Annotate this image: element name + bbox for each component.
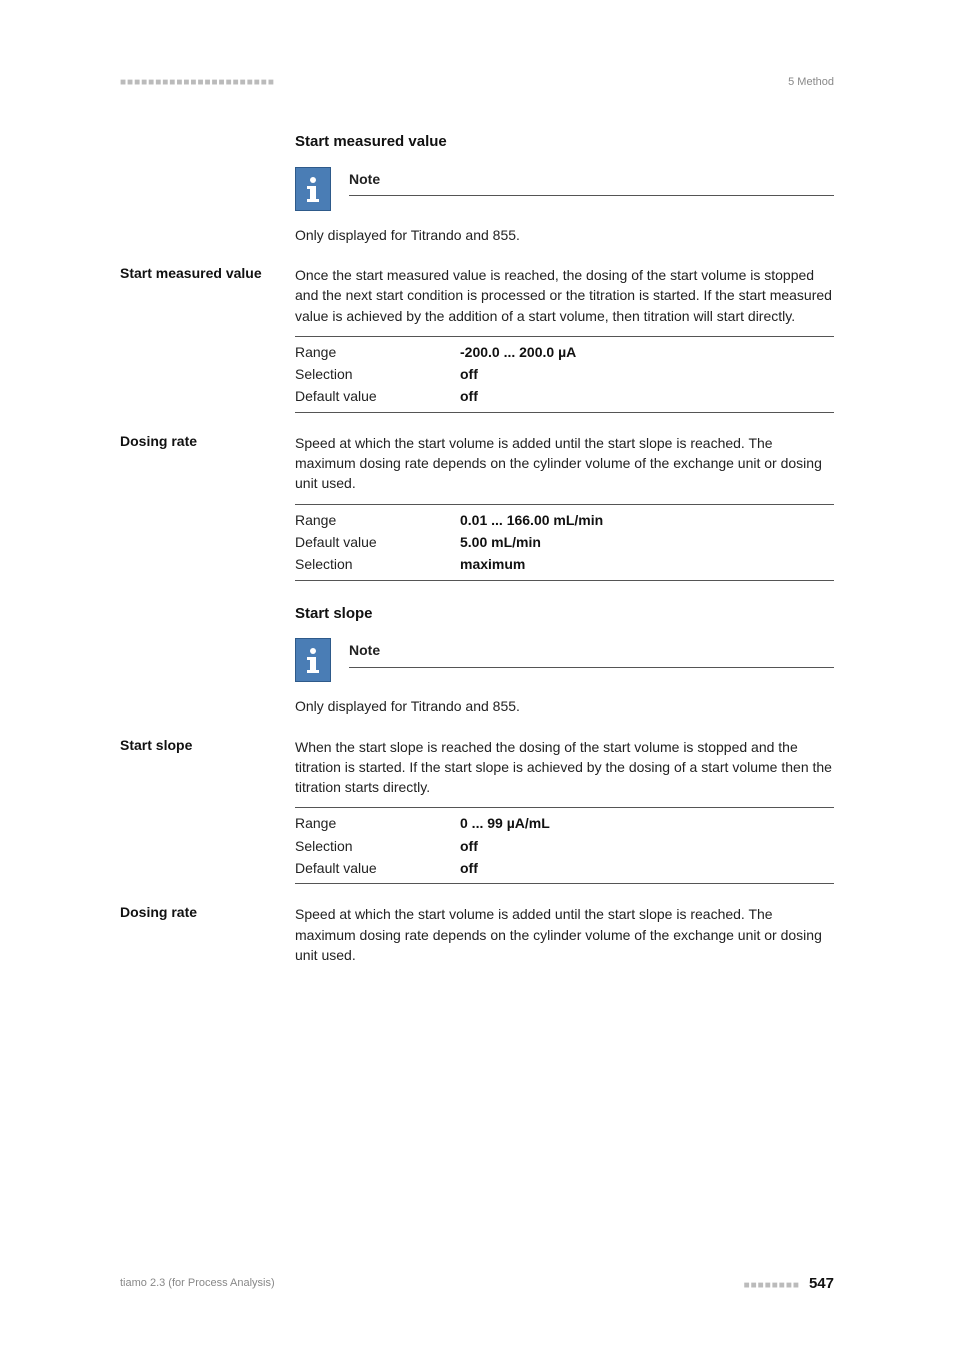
note-block: Note Only displayed for Titrando and 855… [295, 167, 834, 245]
spec-value: off [460, 386, 478, 406]
spec-table: Range 0 ... 99 µA/mL Selection off Defau… [295, 807, 834, 884]
param-label: Dosing rate [120, 902, 295, 922]
spec-value: off [460, 836, 478, 856]
note-title-wrap: Note [331, 167, 834, 211]
spec-label: Default value [295, 858, 460, 878]
param-dosing-rate-1: Dosing rate Speed at which the start vol… [120, 431, 834, 581]
footer-right: ■■■■■■■■ 547 [744, 1273, 834, 1295]
note-head: Note [295, 638, 834, 682]
section-start-slope: Start slope Note Only displayed for Titr… [295, 603, 834, 717]
spec-table: Range 0.01 ... 166.00 mL/min Default val… [295, 504, 834, 581]
footer-product: tiamo 2.3 (for Process Analysis) [120, 1276, 275, 1292]
note-title-wrap: Note [331, 638, 834, 682]
param-content: Speed at which the start volume is added… [295, 902, 834, 975]
spec-row: Default value off [295, 385, 834, 407]
section-start-measured-value: Start measured value Note Only displayed… [295, 131, 834, 245]
spec-row: Range -200.0 ... 200.0 µA [295, 341, 834, 363]
param-label: Dosing rate [120, 431, 295, 451]
note-head: Note [295, 167, 834, 211]
header-ticks: ■■■■■■■■■■■■■■■■■■■■■■ [120, 76, 275, 91]
param-description: Speed at which the start volume is added… [295, 904, 834, 965]
page: ■■■■■■■■■■■■■■■■■■■■■■ 5 Method Start me… [0, 0, 954, 1350]
spec-label: Range [295, 342, 460, 362]
heading-start-measured-value: Start measured value [295, 131, 834, 153]
footer: tiamo 2.3 (for Process Analysis) ■■■■■■■… [120, 1273, 834, 1295]
note-body: Only displayed for Titrando and 855. [295, 696, 834, 716]
note-body: Only displayed for Titrando and 855. [295, 225, 834, 245]
param-label: Start measured value [120, 263, 295, 283]
header-section: 5 Method [788, 75, 834, 91]
spec-label: Range [295, 813, 460, 833]
spec-value: maximum [460, 554, 525, 574]
spec-row: Selection off [295, 363, 834, 385]
info-icon [295, 167, 331, 211]
spec-row: Default value 5.00 mL/min [295, 531, 834, 553]
heading-start-slope: Start slope [295, 603, 834, 625]
note-title: Note [349, 167, 834, 196]
footer-page: 547 [809, 1275, 834, 1292]
param-start-slope: Start slope When the start slope is reac… [120, 735, 834, 885]
spec-label: Selection [295, 364, 460, 384]
spec-row: Range 0.01 ... 166.00 mL/min [295, 509, 834, 531]
param-start-measured-value: Start measured value Once the start meas… [120, 263, 834, 413]
note-block: Note Only displayed for Titrando and 855… [295, 638, 834, 716]
spec-label: Selection [295, 554, 460, 574]
spec-value: 5.00 mL/min [460, 532, 541, 552]
spec-value: off [460, 364, 478, 384]
param-dosing-rate-2: Dosing rate Speed at which the start vol… [120, 902, 834, 975]
param-content: Speed at which the start volume is added… [295, 431, 834, 581]
param-label: Start slope [120, 735, 295, 755]
spec-label: Default value [295, 386, 460, 406]
spec-label: Default value [295, 532, 460, 552]
spec-label: Range [295, 510, 460, 530]
spec-value: 0 ... 99 µA/mL [460, 813, 550, 833]
spec-value: -200.0 ... 200.0 µA [460, 342, 576, 362]
spec-value: off [460, 858, 478, 878]
param-content: Once the start measured value is reached… [295, 263, 834, 413]
spec-row: Selection off [295, 835, 834, 857]
info-icon [295, 638, 331, 682]
note-title: Note [349, 638, 834, 667]
spec-label: Selection [295, 836, 460, 856]
spec-table: Range -200.0 ... 200.0 µA Selection off … [295, 336, 834, 413]
param-description: When the start slope is reached the dosi… [295, 737, 834, 798]
spec-row: Selection maximum [295, 553, 834, 575]
spec-row: Default value off [295, 857, 834, 879]
param-description: Speed at which the start volume is added… [295, 433, 834, 494]
footer-ticks: ■■■■■■■■ [744, 1280, 800, 1291]
spec-row: Range 0 ... 99 µA/mL [295, 812, 834, 834]
header-bar: ■■■■■■■■■■■■■■■■■■■■■■ 5 Method [120, 75, 834, 91]
spec-value: 0.01 ... 166.00 mL/min [460, 510, 603, 530]
param-description: Once the start measured value is reached… [295, 265, 834, 326]
param-content: When the start slope is reached the dosi… [295, 735, 834, 885]
